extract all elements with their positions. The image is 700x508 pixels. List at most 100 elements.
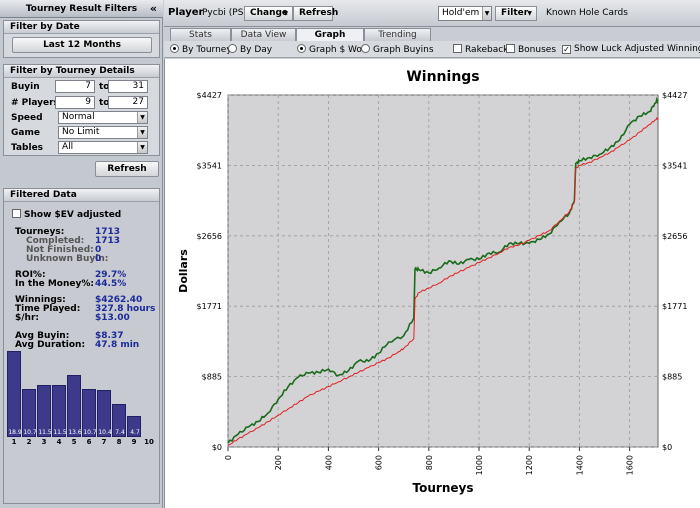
- histogram-bar-value: 18.9: [8, 429, 22, 436]
- by-day-label: By Day: [240, 45, 273, 55]
- player-name: Pycbi (PS): [202, 8, 247, 18]
- chevron-down-icon[interactable]: ▼: [137, 112, 147, 123]
- stat-value: 327.8 hours: [95, 304, 156, 314]
- y-tick-label-left: $4427: [197, 91, 222, 100]
- change-player-button[interactable]: Change ▼: [244, 6, 293, 21]
- graph-buyins-radio[interactable]: [361, 44, 370, 53]
- sidebar-title: Tourney Result Filters: [25, 4, 138, 14]
- chevron-down-icon: ▼: [283, 10, 288, 17]
- stat-value: 0: [95, 254, 102, 264]
- known-hole-cards-label: Known Hole Cards: [546, 8, 628, 18]
- bonuses-option[interactable]: Bonuses: [506, 44, 556, 55]
- players-min-field[interactable]: 9: [55, 96, 95, 109]
- game-type-select[interactable]: Hold'em ▼: [438, 6, 492, 21]
- players-max-field[interactable]: 27: [108, 96, 148, 109]
- histogram-position-label: 9: [131, 438, 137, 446]
- tables-label: Tables: [11, 143, 44, 153]
- histogram-bar: [97, 390, 111, 437]
- x-tick-label: 400: [324, 455, 333, 470]
- sidebar-refresh-button[interactable]: Refresh: [95, 161, 159, 177]
- luck-adjusted-line: [227, 116, 659, 446]
- x-tick-label: 0: [224, 455, 233, 460]
- y-tick-label-right: $4427: [662, 91, 687, 100]
- filter-button[interactable]: Filter ▼: [495, 6, 537, 21]
- luck-adjusted-checkbox[interactable]: ✓: [562, 45, 571, 54]
- by-day-radio[interactable]: [228, 44, 237, 53]
- show-ev-toggle[interactable]: Show $EV adjusted: [12, 209, 121, 220]
- by-tourney-radio[interactable]: [170, 44, 179, 53]
- game-type-value: Hold'em: [442, 8, 480, 18]
- histogram-position-label: 6: [86, 438, 92, 446]
- rakeback-label: Rakeback: [465, 45, 509, 55]
- buyin-max-field[interactable]: 31: [108, 80, 148, 93]
- stat-label: $/hr:: [15, 313, 39, 323]
- bonuses-checkbox[interactable]: [506, 44, 515, 53]
- stat-value: $4262.40: [95, 295, 143, 305]
- tab-trending[interactable]: Trending: [364, 28, 431, 41]
- x-axis-label: Tourneys: [413, 481, 474, 495]
- toolbar-refresh-button[interactable]: Refresh: [293, 6, 338, 21]
- speed-select[interactable]: Normal ▼: [58, 111, 148, 124]
- stat-value: 29.7%: [95, 270, 127, 280]
- stat-value: 0: [95, 245, 102, 255]
- game-select[interactable]: No Limit ▼: [58, 126, 148, 139]
- filtered-data-title: Filtered Data: [4, 189, 159, 202]
- top-toolbar: Player Pycbi (PS) Change ▼ Refresh Hold'…: [164, 0, 700, 27]
- histogram-bar-value: 10.7: [23, 429, 37, 436]
- date-range-button[interactable]: Last 12 Months: [12, 37, 152, 53]
- y-tick-label-left: $1771: [197, 302, 222, 311]
- view-tabs: Stats Data View Graph Trending: [164, 28, 700, 42]
- graph-won-option[interactable]: Graph $ Won: [297, 44, 368, 55]
- by-day-option[interactable]: By Day: [228, 44, 272, 55]
- buyin-label: Buyin: [11, 82, 40, 92]
- by-tourney-option[interactable]: By Tourney: [170, 44, 232, 55]
- histogram-bar: [52, 385, 66, 437]
- histogram-bar-value: 13.6: [68, 429, 82, 436]
- histogram-bar: [82, 389, 96, 437]
- x-tick-label: 1000: [475, 455, 484, 475]
- show-ev-checkbox[interactable]: [12, 209, 21, 218]
- rakeback-option[interactable]: Rakeback: [453, 44, 508, 55]
- histogram-position-label: 2: [26, 438, 32, 446]
- tab-stats[interactable]: Stats: [170, 28, 231, 41]
- histogram-bar-value: 10.7: [83, 429, 97, 436]
- histogram-position-label: 8: [116, 438, 122, 446]
- chevron-down-icon[interactable]: ▼: [137, 142, 147, 153]
- histogram-bar-value: 10.4: [98, 429, 112, 436]
- luck-adjusted-label: Show Luck Adjusted Winnings: [574, 44, 700, 54]
- stat-label: Time Played:: [15, 304, 81, 314]
- show-ev-label: Show $EV adjusted: [24, 210, 122, 220]
- histogram-position-label: 10: [144, 438, 154, 446]
- stat-value: 47.8 min: [95, 340, 140, 350]
- histogram-bar-value: 11.5: [38, 429, 52, 436]
- stat-label: Not Finished:: [26, 245, 94, 255]
- tables-select[interactable]: All ▼: [58, 141, 148, 154]
- x-tick-label: 1200: [525, 455, 534, 475]
- rakeback-checkbox[interactable]: [453, 44, 462, 53]
- histogram-position-label: 5: [71, 438, 77, 446]
- luck-adjusted-option[interactable]: ✓ Show Luck Adjusted Winnings: [562, 44, 700, 54]
- graph-won-radio[interactable]: [297, 44, 306, 53]
- buyin-min-field[interactable]: 7: [55, 80, 95, 93]
- histogram-position-label: 4: [56, 438, 62, 446]
- game-label: Game: [11, 128, 40, 138]
- graph-won-label: Graph $ Won: [309, 45, 368, 55]
- graph-buyins-option[interactable]: Graph Buyins: [361, 44, 434, 55]
- tab-data-view[interactable]: Data View: [231, 28, 296, 41]
- stat-value: 44.5%: [95, 279, 127, 289]
- y-tick-label-left: $0: [212, 443, 222, 452]
- players-to-label: to: [99, 98, 110, 108]
- chevron-down-icon[interactable]: ▼: [137, 127, 147, 138]
- histogram-bar: [112, 404, 126, 437]
- histogram-bar-value: 11.5: [53, 429, 67, 436]
- tab-graph[interactable]: Graph: [296, 28, 364, 42]
- x-tick-label: 800: [425, 455, 434, 470]
- chevron-down-icon[interactable]: ▼: [482, 7, 491, 20]
- y-tick-label-right: $0: [662, 443, 672, 452]
- collapse-icon[interactable]: «: [149, 2, 157, 15]
- finish-position-histogram: 18.9 1 10.7 2 11.5 3 11.5 4 13.6 5 10.7 6 10.4 7 7.4 8 4…: [7, 351, 157, 446]
- histogram-position-label: 1: [11, 438, 17, 446]
- y-tick-label-right: $2656: [662, 232, 687, 241]
- filtered-data-group: Filtered Data Show $EV adjusted Tourneys…: [3, 188, 160, 504]
- stat-label: Completed:: [26, 236, 85, 246]
